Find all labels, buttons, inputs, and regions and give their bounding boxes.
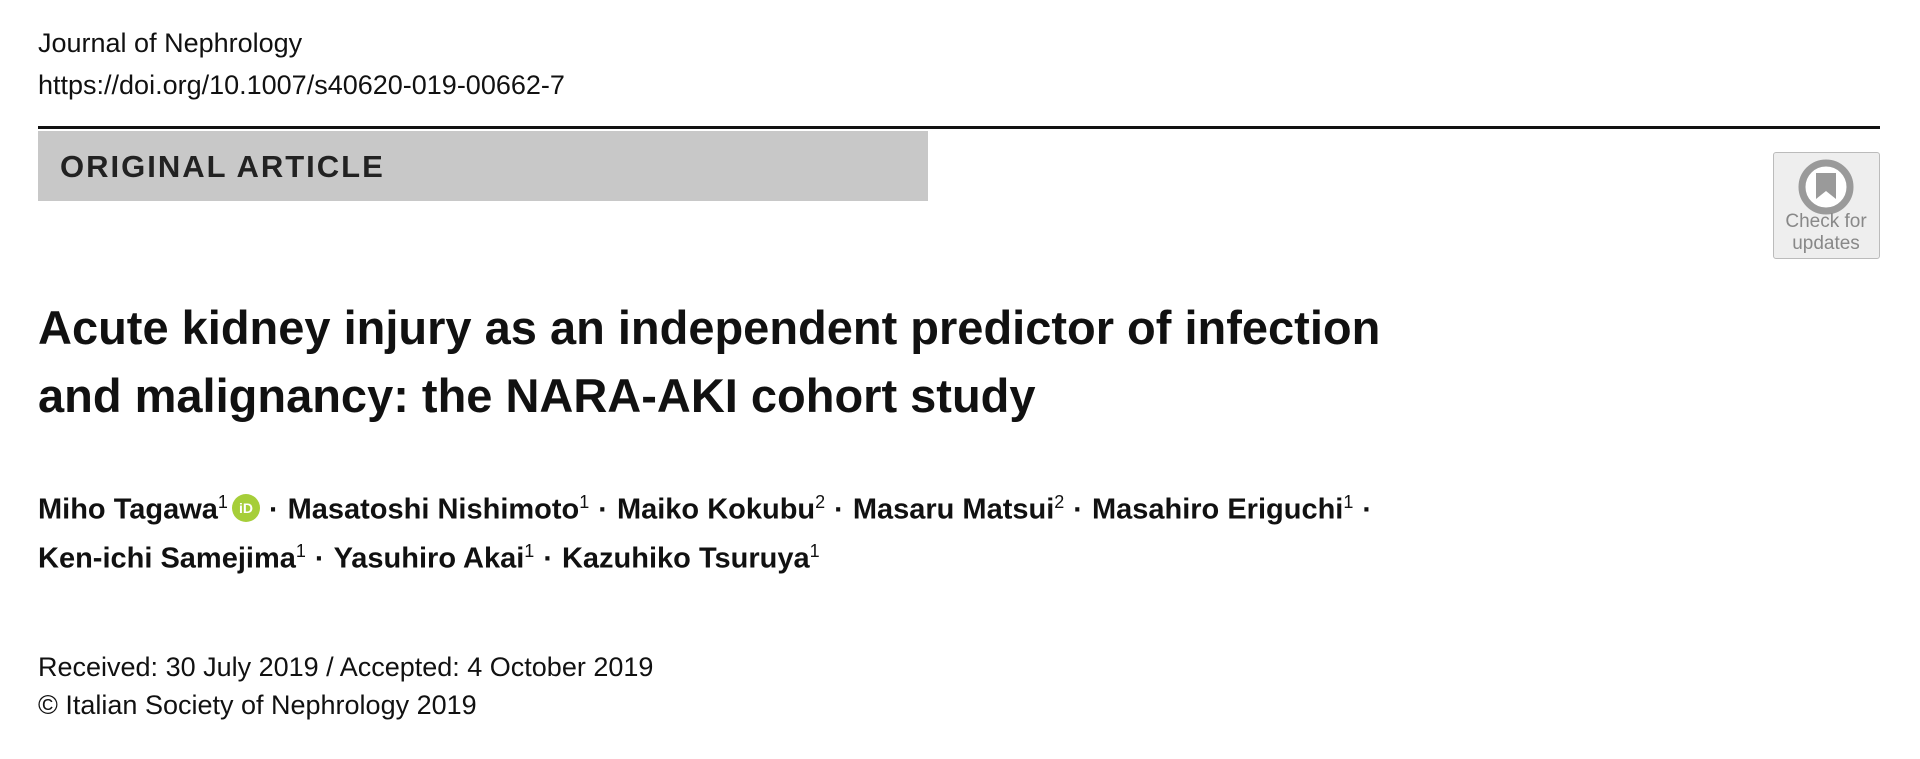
author-separator: ·	[268, 493, 279, 526]
header-rule	[38, 126, 1880, 129]
title-line: and malignancy: the NARA-AKI cohort stud…	[38, 369, 1036, 422]
author-separator: ·	[1073, 493, 1083, 526]
article-type-box	[38, 131, 928, 201]
author-name: Masahiro Eriguchi	[1091, 493, 1344, 526]
affiliation-mark: 1	[217, 492, 228, 512]
affiliation-mark: 2	[815, 492, 826, 512]
article-type: ORIGINAL ARTICLE	[60, 149, 385, 184]
author-separator: ·	[834, 493, 844, 526]
badge-icon: Check for updates	[1785, 159, 1867, 254]
affiliation-mark: 2	[1054, 492, 1065, 512]
title-line: Acute kidney injury as an independent pr…	[38, 301, 1381, 354]
badge-text: Check for	[1785, 211, 1867, 232]
doi-link[interactable]: https://doi.org/10.1007/s40620-019-00662…	[38, 70, 565, 100]
orcid-icon: iD	[231, 493, 260, 522]
author-name: Maiko Kokubu	[616, 493, 816, 526]
author-separator: ·	[543, 542, 553, 575]
affiliation-mark: 1	[524, 541, 535, 561]
copyright: © Italian Society of Nephrology 2019	[38, 690, 477, 720]
affiliation-mark: 1	[295, 541, 306, 561]
dates: Received: 30 July 2019 / Accepted: 4 Oct…	[38, 652, 654, 682]
affiliation-mark: 1	[1343, 492, 1354, 512]
author-separator: ·	[598, 493, 608, 526]
author-name: Yasuhiro Akai	[333, 542, 525, 575]
author-line: Ken-ichi Samejima1 · Yasuhiro Akai1 · Kazuhi…	[38, 541, 820, 576]
author-name: Masatoshi Nishimoto	[287, 493, 580, 526]
journal-name: Journal of Nephrology	[38, 28, 303, 58]
affiliation-mark: 1	[579, 492, 590, 512]
author-name: Masaru Matsui	[852, 493, 1055, 526]
badge-bookmark	[1816, 173, 1836, 199]
author-name: Miho Tagawa	[38, 493, 218, 526]
check-updates-badge[interactable]: Check for updates	[1773, 152, 1880, 259]
author-name: Ken-ichi Samejima	[38, 542, 296, 575]
affiliation-mark: 1	[809, 541, 820, 561]
author-name: Kazuhiko Tsuruya	[561, 542, 810, 575]
author-separator: ·	[314, 542, 325, 575]
author-separator: ·	[1362, 493, 1373, 526]
author-line: Miho Tagawa1 iD · Masatoshi Nishimoto1 · Maik…	[38, 492, 1381, 527]
badge-text: updates	[1792, 233, 1860, 254]
